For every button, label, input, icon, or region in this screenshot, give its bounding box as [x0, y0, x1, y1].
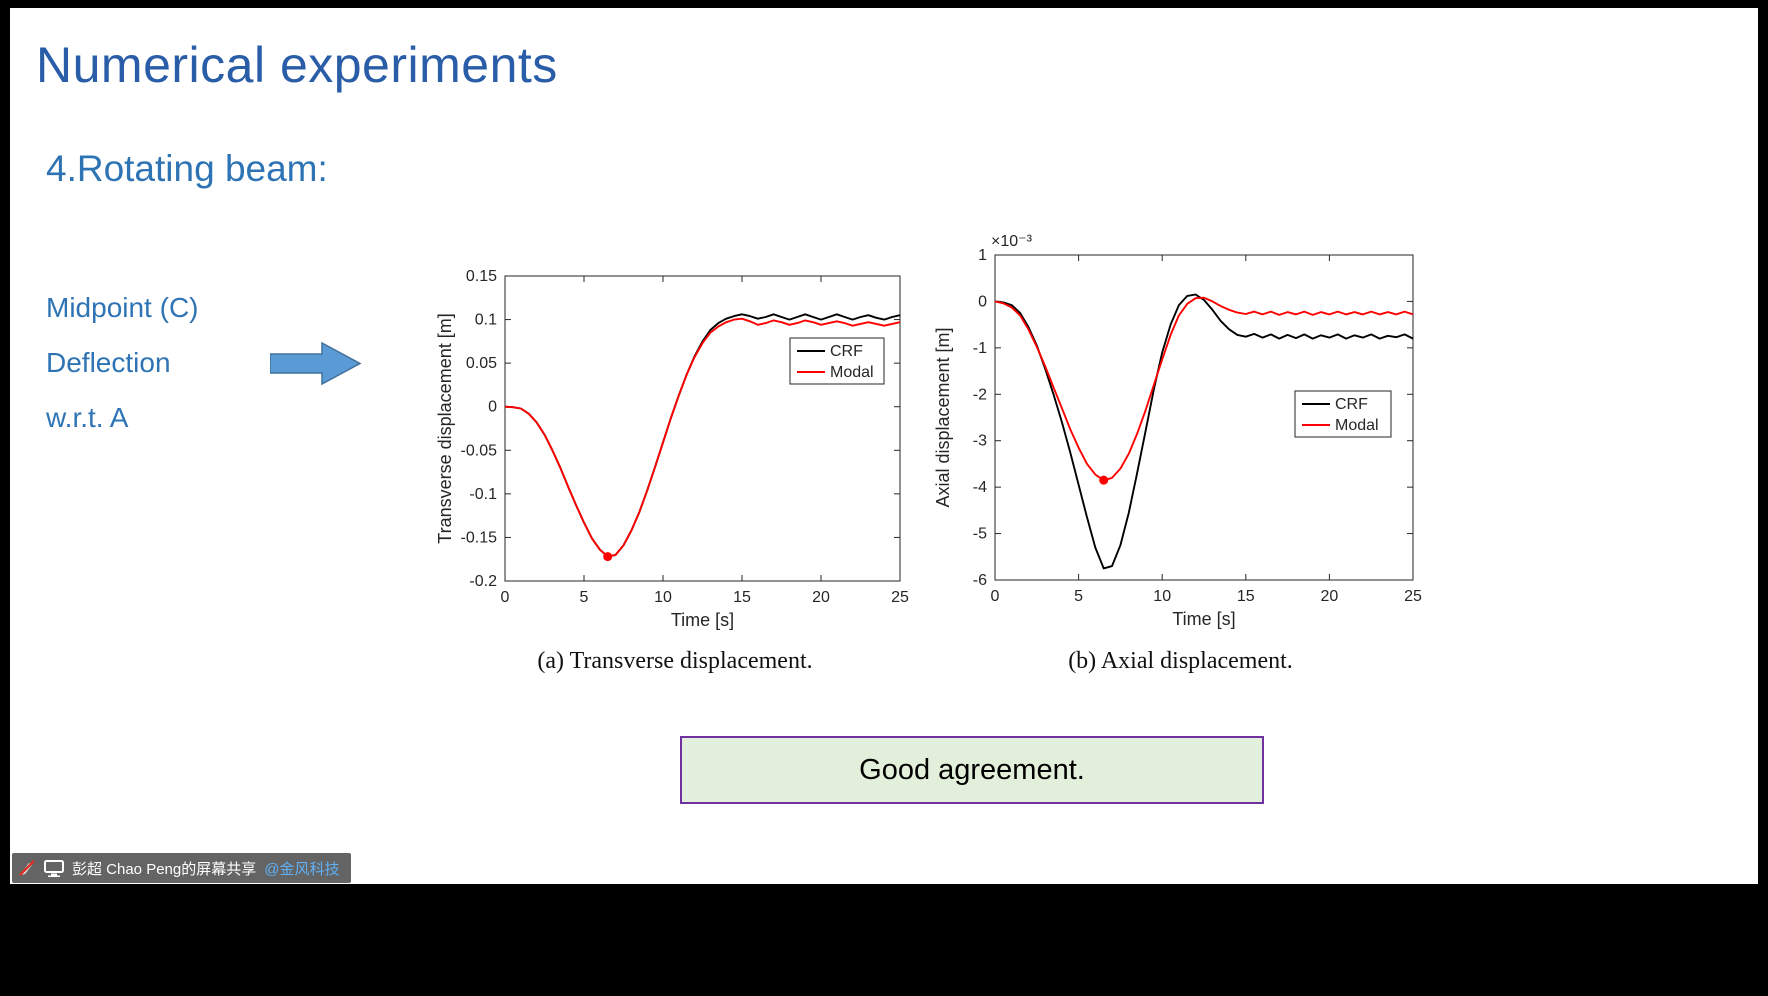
- axial-displacement-chart: 0 5 10 15 20 25 -6 -5 -4 -3 -2 -1 0 1 Time [s] Axial di…: [933, 233, 1422, 629]
- slide-title: Numerical experiments: [36, 37, 558, 93]
- svg-text:-3: -3: [973, 433, 987, 450]
- svg-text:Modal: Modal: [1335, 417, 1379, 434]
- svg-text:-2: -2: [973, 386, 987, 403]
- annotation-disabled-icon: [19, 860, 35, 876]
- svg-text:0: 0: [991, 588, 1000, 605]
- bullet-wrt-a: w.r.t. A: [46, 402, 129, 433]
- letterbox-bottom-bar: [0, 884, 1768, 996]
- svg-text:1: 1: [978, 247, 987, 264]
- svg-text:CRF: CRF: [1335, 396, 1368, 413]
- svg-text:-4: -4: [973, 479, 987, 496]
- svg-text:Time [s]: Time [s]: [1172, 609, 1235, 629]
- svg-text:0: 0: [501, 589, 510, 606]
- svg-text:-1: -1: [973, 340, 987, 357]
- right-arrow-icon: [270, 341, 362, 386]
- slide-subtitle: 4.Rotating beam:: [46, 148, 328, 189]
- svg-text:5: 5: [1074, 588, 1083, 605]
- svg-text:-0.05: -0.05: [461, 442, 498, 459]
- svg-text:25: 25: [891, 589, 909, 606]
- share-bar-text: 彭超 Chao Peng的屏幕共享: [72, 860, 257, 878]
- bullet-list: Midpoint (C) Deflection w.r.t. A: [46, 280, 198, 445]
- presentation-slide: Numerical experiments 4.Rotating beam: M…: [10, 8, 1758, 884]
- share-bar-link[interactable]: @金风科技: [264, 860, 340, 878]
- svg-text:0.1: 0.1: [475, 312, 497, 329]
- svg-text:Axial displacement [m]: Axial displacement [m]: [933, 327, 953, 507]
- svg-text:20: 20: [1321, 588, 1339, 605]
- svg-text:15: 15: [733, 589, 751, 606]
- bullet-midpoint: Midpoint (C): [46, 292, 199, 323]
- svg-text:0: 0: [488, 399, 497, 416]
- svg-text:-5: -5: [973, 526, 987, 543]
- svg-text:-0.2: -0.2: [469, 573, 497, 590]
- svg-text:25: 25: [1404, 588, 1422, 605]
- caption-axial: (b) Axial displacement.: [1068, 648, 1293, 674]
- svg-text:20: 20: [812, 589, 830, 606]
- caption-transverse: (a) Transverse displacement.: [537, 648, 813, 674]
- svg-text:-0.1: -0.1: [469, 486, 497, 503]
- svg-text:0.15: 0.15: [466, 268, 497, 285]
- screen-share-icon: [44, 859, 64, 877]
- transverse-displacement-chart: 0 5 10 15 20 25 -0.2 -0.15 -0.1 -0.05 0 0.05 0.1 0.15…: [435, 268, 909, 630]
- svg-text:×10⁻³: ×10⁻³: [991, 233, 1033, 250]
- svg-text:Time [s]: Time [s]: [671, 610, 734, 630]
- good-agreement-box: Good agreement.: [680, 736, 1264, 804]
- svg-text:0.05: 0.05: [466, 355, 497, 372]
- svg-text:10: 10: [1153, 588, 1171, 605]
- screen-share-indicator[interactable]: 彭超 Chao Peng的屏幕共享 @金风科技: [12, 853, 352, 883]
- svg-text:Modal: Modal: [830, 364, 874, 381]
- bullet-deflection: Deflection: [46, 347, 171, 378]
- svg-text:Transverse displacement [m]: Transverse displacement [m]: [435, 313, 455, 543]
- svg-text:CRF: CRF: [830, 343, 863, 360]
- svg-text:-0.15: -0.15: [461, 529, 498, 546]
- svg-text:15: 15: [1237, 588, 1255, 605]
- svg-text:0: 0: [978, 293, 987, 310]
- svg-text:10: 10: [654, 589, 672, 606]
- svg-text:5: 5: [580, 589, 589, 606]
- svg-text:-6: -6: [973, 572, 987, 589]
